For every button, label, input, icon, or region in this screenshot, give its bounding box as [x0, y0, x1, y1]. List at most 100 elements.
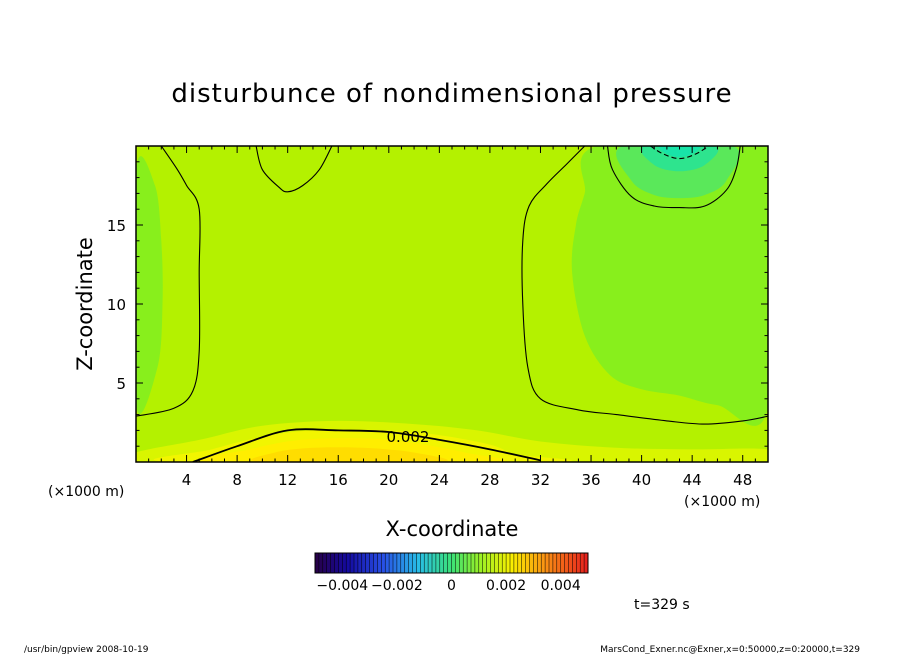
colorbar-cell	[428, 553, 433, 573]
colorbar-frame	[314, 552, 589, 574]
colorbar-cell	[416, 553, 421, 573]
colorbar-cell	[338, 553, 343, 573]
colorbar-cell	[533, 553, 538, 573]
x-tick-label: 32	[531, 471, 550, 489]
colorbar-cell	[334, 553, 339, 573]
colorbar: −0.004 −0.002 0 0.002 0.004	[314, 552, 589, 594]
footer-left: /usr/bin/gpview 2008-10-19	[24, 645, 149, 654]
colorbar-cell	[459, 553, 464, 573]
x-tick-label: 48	[733, 471, 752, 489]
contour-line	[192, 428, 541, 462]
colorbar-cell	[400, 553, 405, 573]
colorbar-cell	[439, 553, 444, 573]
colorbar-cell	[424, 553, 429, 573]
field-region	[571, 146, 768, 426]
x-axis-title: X-coordinate	[386, 517, 519, 541]
colorbar-cell	[389, 553, 394, 573]
colorbar-cell	[541, 553, 546, 573]
field-region	[658, 146, 701, 158]
contour-line	[136, 146, 201, 417]
colorbar-tick-label: 0.002	[486, 578, 526, 594]
footer-right: MarsCond_Exner.nc@Exner,x=0:50000,z=0:20…	[600, 645, 860, 654]
x-tick-label: 4	[182, 471, 192, 489]
colorbar-cell	[408, 553, 413, 573]
colorbar-cell	[322, 553, 327, 573]
colorbar-cell	[529, 553, 534, 573]
colorbar-cell	[365, 553, 370, 573]
colorbar-cell	[572, 553, 577, 573]
colorbar-cell	[474, 553, 480, 573]
contour-line	[255, 146, 333, 193]
chart-title: disturbunce of nondimensional pressure	[171, 79, 732, 109]
colorbar-cell	[393, 553, 398, 573]
colorbar-cell	[467, 553, 472, 573]
colorbar-cell	[451, 553, 456, 573]
colorbar-cell	[580, 553, 585, 573]
colorbar-cell	[513, 553, 519, 573]
colorbar-cell	[506, 553, 511, 573]
colorbar-cell	[521, 553, 526, 573]
field-region	[136, 156, 163, 414]
colorbar-cells	[314, 553, 589, 573]
colorbar-cell	[463, 553, 468, 573]
colorbar-tick-label: −0.004	[316, 578, 368, 594]
colorbar-cell	[455, 553, 460, 573]
colorbar-cell	[525, 553, 530, 573]
field-region	[251, 447, 448, 462]
colorbar-cell	[568, 553, 573, 573]
colorbar-tick-label: 0.004	[541, 578, 581, 594]
colorbar-cell	[560, 553, 565, 573]
colorbar-cell	[361, 553, 366, 573]
colorbar-cell	[502, 553, 507, 573]
x-tick-label: 44	[683, 471, 702, 489]
y-tick-label: 5	[116, 375, 126, 393]
y-tick-label: 15	[107, 217, 126, 235]
x-tick-label: 16	[329, 471, 348, 489]
colorbar-cell	[350, 553, 355, 573]
colorbar-cell	[318, 553, 324, 573]
colorbar-cell	[412, 553, 417, 573]
colorbar-cell	[552, 553, 558, 573]
y-axis-title: Z-coordinate	[73, 237, 97, 371]
colorbar-ticks: −0.004 −0.002 0 0.002 0.004	[316, 578, 580, 594]
colorbar-cell	[330, 553, 335, 573]
colorbar-cell	[435, 553, 441, 573]
contour-lines	[136, 146, 768, 462]
colorbar-cell	[342, 553, 347, 573]
x-tick-label: 40	[632, 471, 651, 489]
colorbar-cell	[346, 553, 351, 573]
colorbar-cell	[490, 553, 495, 573]
colorbar-cell	[537, 553, 542, 573]
colorbar-cell	[545, 553, 550, 573]
colorbar-cell	[486, 553, 491, 573]
contour-line	[650, 146, 709, 160]
colorbar-cell	[420, 553, 425, 573]
colorbar-cell	[447, 553, 452, 573]
colorbar-cell	[564, 553, 569, 573]
y-axis-ticks: 5 10 15	[107, 145, 768, 463]
colorbar-cell	[478, 553, 483, 573]
colorbar-cell	[584, 553, 589, 573]
colorbar-cell	[482, 553, 487, 573]
x-tick-label: 28	[480, 471, 499, 489]
colorbar-cell	[396, 553, 402, 573]
colorbar-cell	[517, 553, 522, 573]
contour-label: 0.002	[387, 428, 430, 446]
colorbar-cell	[377, 553, 382, 573]
contour-line	[521, 146, 768, 425]
colorbar-cell	[556, 553, 561, 573]
colorbar-tick-label: −0.002	[371, 578, 423, 594]
colorbar-cell	[373, 553, 378, 573]
x-tick-label: 24	[430, 471, 449, 489]
colorbar-tick-label: 0	[447, 578, 456, 594]
y-tick-label: 10	[107, 296, 126, 314]
colorbar-cell	[357, 553, 363, 573]
colorbar-cell	[385, 553, 390, 573]
contour-line	[606, 146, 741, 209]
x-tick-label: 8	[232, 471, 242, 489]
colorbar-cell	[494, 553, 499, 573]
colorbar-cell	[443, 553, 448, 573]
colorbar-cell	[549, 553, 554, 573]
